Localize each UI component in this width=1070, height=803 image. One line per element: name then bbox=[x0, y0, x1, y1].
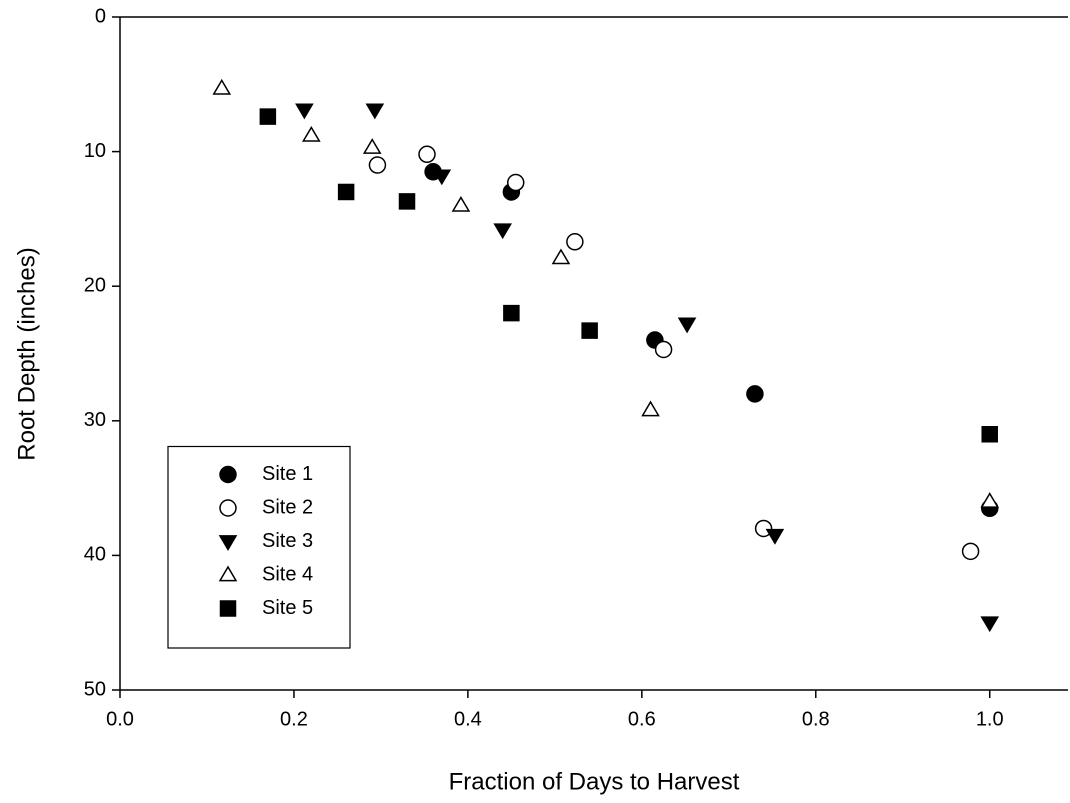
point bbox=[654, 340, 673, 359]
x-tick-label: 0.6 bbox=[628, 708, 656, 730]
x-tick-label: 0.0 bbox=[106, 708, 134, 730]
point bbox=[961, 542, 980, 561]
legend-marker bbox=[219, 600, 237, 617]
point bbox=[566, 233, 584, 251]
legend-label: Site 3 bbox=[262, 530, 313, 552]
y-axis-label: Root Depth (inches) bbox=[13, 247, 40, 460]
point bbox=[365, 103, 385, 120]
x-tick-label: 0.8 bbox=[802, 708, 830, 730]
point bbox=[980, 492, 1000, 508]
point bbox=[398, 193, 416, 210]
point bbox=[746, 385, 764, 403]
legend-label: Site 5 bbox=[262, 597, 313, 619]
legend-box bbox=[167, 445, 351, 649]
point bbox=[503, 304, 520, 322]
point bbox=[259, 108, 277, 125]
x-axis-label: Fraction of Days to Harvest bbox=[449, 768, 740, 795]
y-tick-label: 10 bbox=[84, 140, 106, 162]
point bbox=[551, 248, 571, 265]
point bbox=[980, 616, 1000, 633]
point bbox=[677, 317, 697, 334]
x-tick-label: 1.0 bbox=[976, 708, 1004, 730]
point bbox=[212, 78, 232, 95]
point bbox=[765, 528, 785, 545]
x-tick-label: 0.2 bbox=[280, 708, 308, 730]
legend-label: Site 1 bbox=[262, 463, 313, 485]
y-tick-label: 50 bbox=[84, 678, 106, 700]
point bbox=[362, 138, 382, 154]
x-tick-label: 0.4 bbox=[454, 708, 482, 730]
point bbox=[295, 103, 314, 120]
point bbox=[754, 519, 773, 538]
point bbox=[506, 173, 525, 192]
y-tick-label: 40 bbox=[84, 544, 106, 566]
point bbox=[981, 426, 998, 443]
point bbox=[641, 400, 660, 417]
point bbox=[368, 156, 387, 174]
point bbox=[302, 125, 321, 142]
legend-marker bbox=[218, 565, 238, 582]
legend-label: Site 4 bbox=[262, 563, 313, 585]
point bbox=[451, 195, 471, 212]
point bbox=[432, 169, 452, 186]
point bbox=[418, 145, 436, 164]
legend-label: Site 2 bbox=[262, 496, 313, 518]
point bbox=[493, 223, 512, 240]
legend-marker bbox=[219, 499, 237, 517]
legend-marker bbox=[219, 465, 237, 484]
y-tick-label: 0 bbox=[95, 5, 106, 27]
point bbox=[581, 322, 598, 339]
legend-marker bbox=[218, 535, 238, 551]
point bbox=[337, 183, 355, 201]
y-tick-label: 20 bbox=[84, 274, 106, 296]
y-tick-label: 30 bbox=[84, 409, 106, 431]
